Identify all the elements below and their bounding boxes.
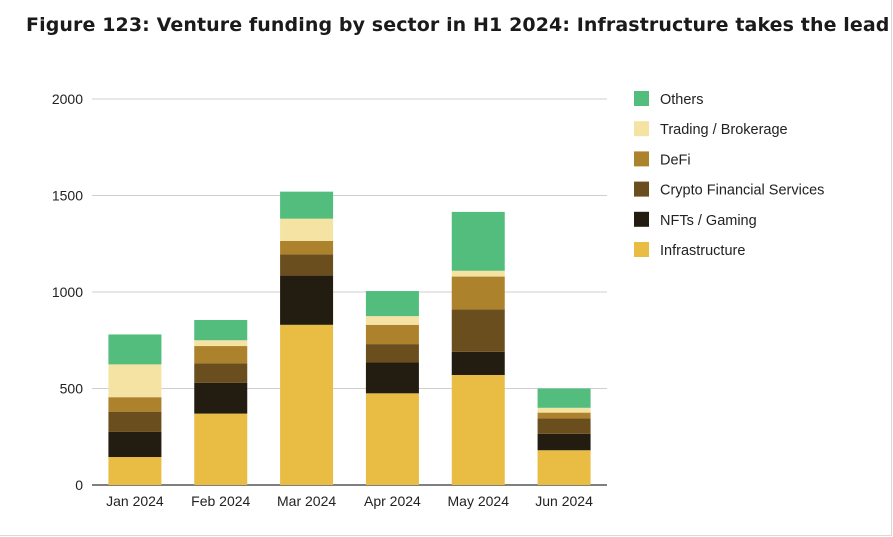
bar-segment: [537, 418, 591, 434]
bar-segment: [451, 270, 505, 277]
y-tick-label: 0: [75, 477, 83, 493]
legend-label: DeFi: [660, 152, 691, 168]
legend-swatch: [634, 181, 649, 197]
legend-swatch: [634, 151, 649, 167]
bar-segment: [537, 450, 591, 485]
bar-segment: [365, 344, 419, 363]
bar-segment: [537, 388, 591, 408]
bar-segment: [451, 309, 505, 352]
bars: [108, 191, 591, 485]
bar-segment: [280, 240, 334, 255]
bar-segment: [108, 431, 162, 458]
x-tick-label: Feb 2024: [191, 493, 250, 509]
bar-segment: [194, 346, 248, 364]
legend-swatch: [634, 211, 649, 227]
legend-label: Crypto Financial Services: [660, 183, 824, 199]
chart-title: Figure 123: Venture funding by sector in…: [26, 14, 890, 36]
bar-segment: [451, 276, 505, 310]
bar-segment: [280, 191, 334, 219]
bar-segment: [537, 433, 591, 451]
bar-segment: [451, 374, 505, 485]
bar-segment: [280, 254, 334, 276]
x-tick-label: Jun 2024: [535, 493, 593, 509]
bar-segment: [365, 291, 419, 317]
bar-segment: [108, 457, 162, 485]
bar-segment: [108, 411, 162, 432]
bar-segment: [194, 363, 248, 383]
y-axis: 0 500 1000 1500 2000: [52, 91, 83, 493]
bar-segment: [108, 334, 162, 365]
legend-label: NFTs / Gaming: [660, 213, 757, 229]
y-tick-label: 2000: [52, 91, 83, 107]
bar-segment: [194, 319, 248, 341]
bar-segment: [280, 218, 334, 241]
bar-segment: [365, 316, 419, 325]
legend-swatch: [634, 91, 649, 106]
legend-label: Infrastructure: [660, 243, 745, 259]
bar-segment: [108, 364, 162, 398]
gridlines: [92, 98, 607, 486]
x-tick-label: May 2024: [448, 493, 510, 509]
x-tick-label: Jan 2024: [106, 493, 164, 509]
bar-segment: [365, 393, 419, 485]
x-tick-label: Apr 2024: [364, 493, 421, 509]
y-tick-label: 500: [60, 381, 84, 397]
bar-segment: [365, 324, 419, 345]
bar-segment: [537, 407, 591, 413]
bar-segment: [194, 340, 248, 347]
bar-segment: [537, 412, 591, 419]
y-tick-label: 1500: [52, 188, 83, 204]
bar-segment: [280, 324, 334, 485]
x-axis: Jan 2024 Feb 2024 Mar 2024 Apr 2024 May 2024…: [106, 493, 593, 509]
legend-label: Trading / Brokerage: [660, 122, 788, 138]
bar-segment: [365, 362, 419, 394]
legend-swatch: [634, 242, 649, 257]
legend-label: Others: [660, 92, 704, 108]
legend: Others Trading / Brokerage DeFi Crypto Fina…: [634, 91, 824, 259]
y-tick-label: 1000: [52, 284, 83, 300]
legend-swatch: [634, 121, 649, 137]
bar-segment: [194, 382, 248, 414]
x-tick-label: Mar 2024: [277, 493, 336, 509]
bar-segment: [108, 397, 162, 412]
bar-segment: [451, 351, 505, 375]
bar-segment: [451, 211, 505, 271]
bar-segment: [194, 413, 248, 485]
bar-segment: [280, 275, 334, 325]
